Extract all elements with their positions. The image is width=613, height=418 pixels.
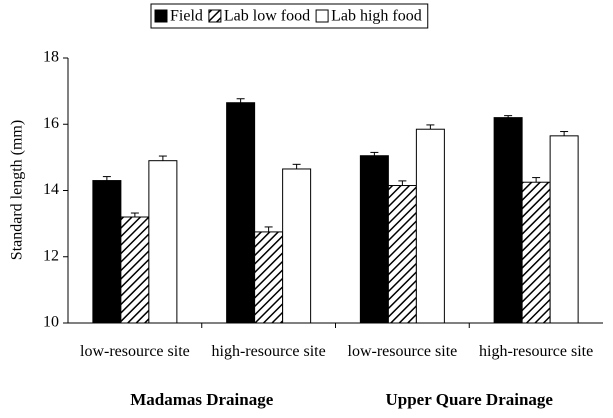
y-tick-label: 18	[43, 49, 59, 66]
x-tick-label: low-resource site	[347, 343, 458, 360]
bar	[226, 102, 256, 324]
x-tick-label: low-resource site	[80, 343, 190, 360]
bar	[92, 180, 122, 324]
y-tick-label: 12	[43, 247, 59, 264]
bar	[549, 135, 579, 324]
bar	[415, 128, 445, 324]
group-label: Madamas Drainage	[130, 390, 274, 409]
bar	[148, 160, 178, 324]
y-tick-label: 16	[43, 115, 59, 132]
group-label: Upper Quare Drainage	[385, 390, 553, 409]
bar	[120, 216, 150, 324]
x-tick-label: high-resource site	[211, 343, 326, 360]
y-axis-label: Standard length (mm)	[9, 120, 26, 260]
legend-label: Lab low food	[224, 8, 310, 25]
legend-swatch	[315, 9, 329, 23]
legend-swatch	[208, 9, 222, 23]
legend-label: Lab high food	[331, 8, 422, 25]
legend-swatch	[154, 9, 168, 23]
legend-box	[150, 3, 429, 29]
bar	[493, 117, 523, 324]
bar	[521, 181, 551, 324]
bar	[387, 185, 417, 324]
bar	[254, 231, 284, 324]
bar	[282, 168, 312, 324]
bar	[359, 155, 389, 324]
legend-label: Field	[170, 8, 203, 25]
y-tick-label: 14	[43, 181, 59, 198]
y-tick-label: 10	[43, 314, 59, 331]
x-tick-label: high-resource site	[479, 343, 594, 360]
